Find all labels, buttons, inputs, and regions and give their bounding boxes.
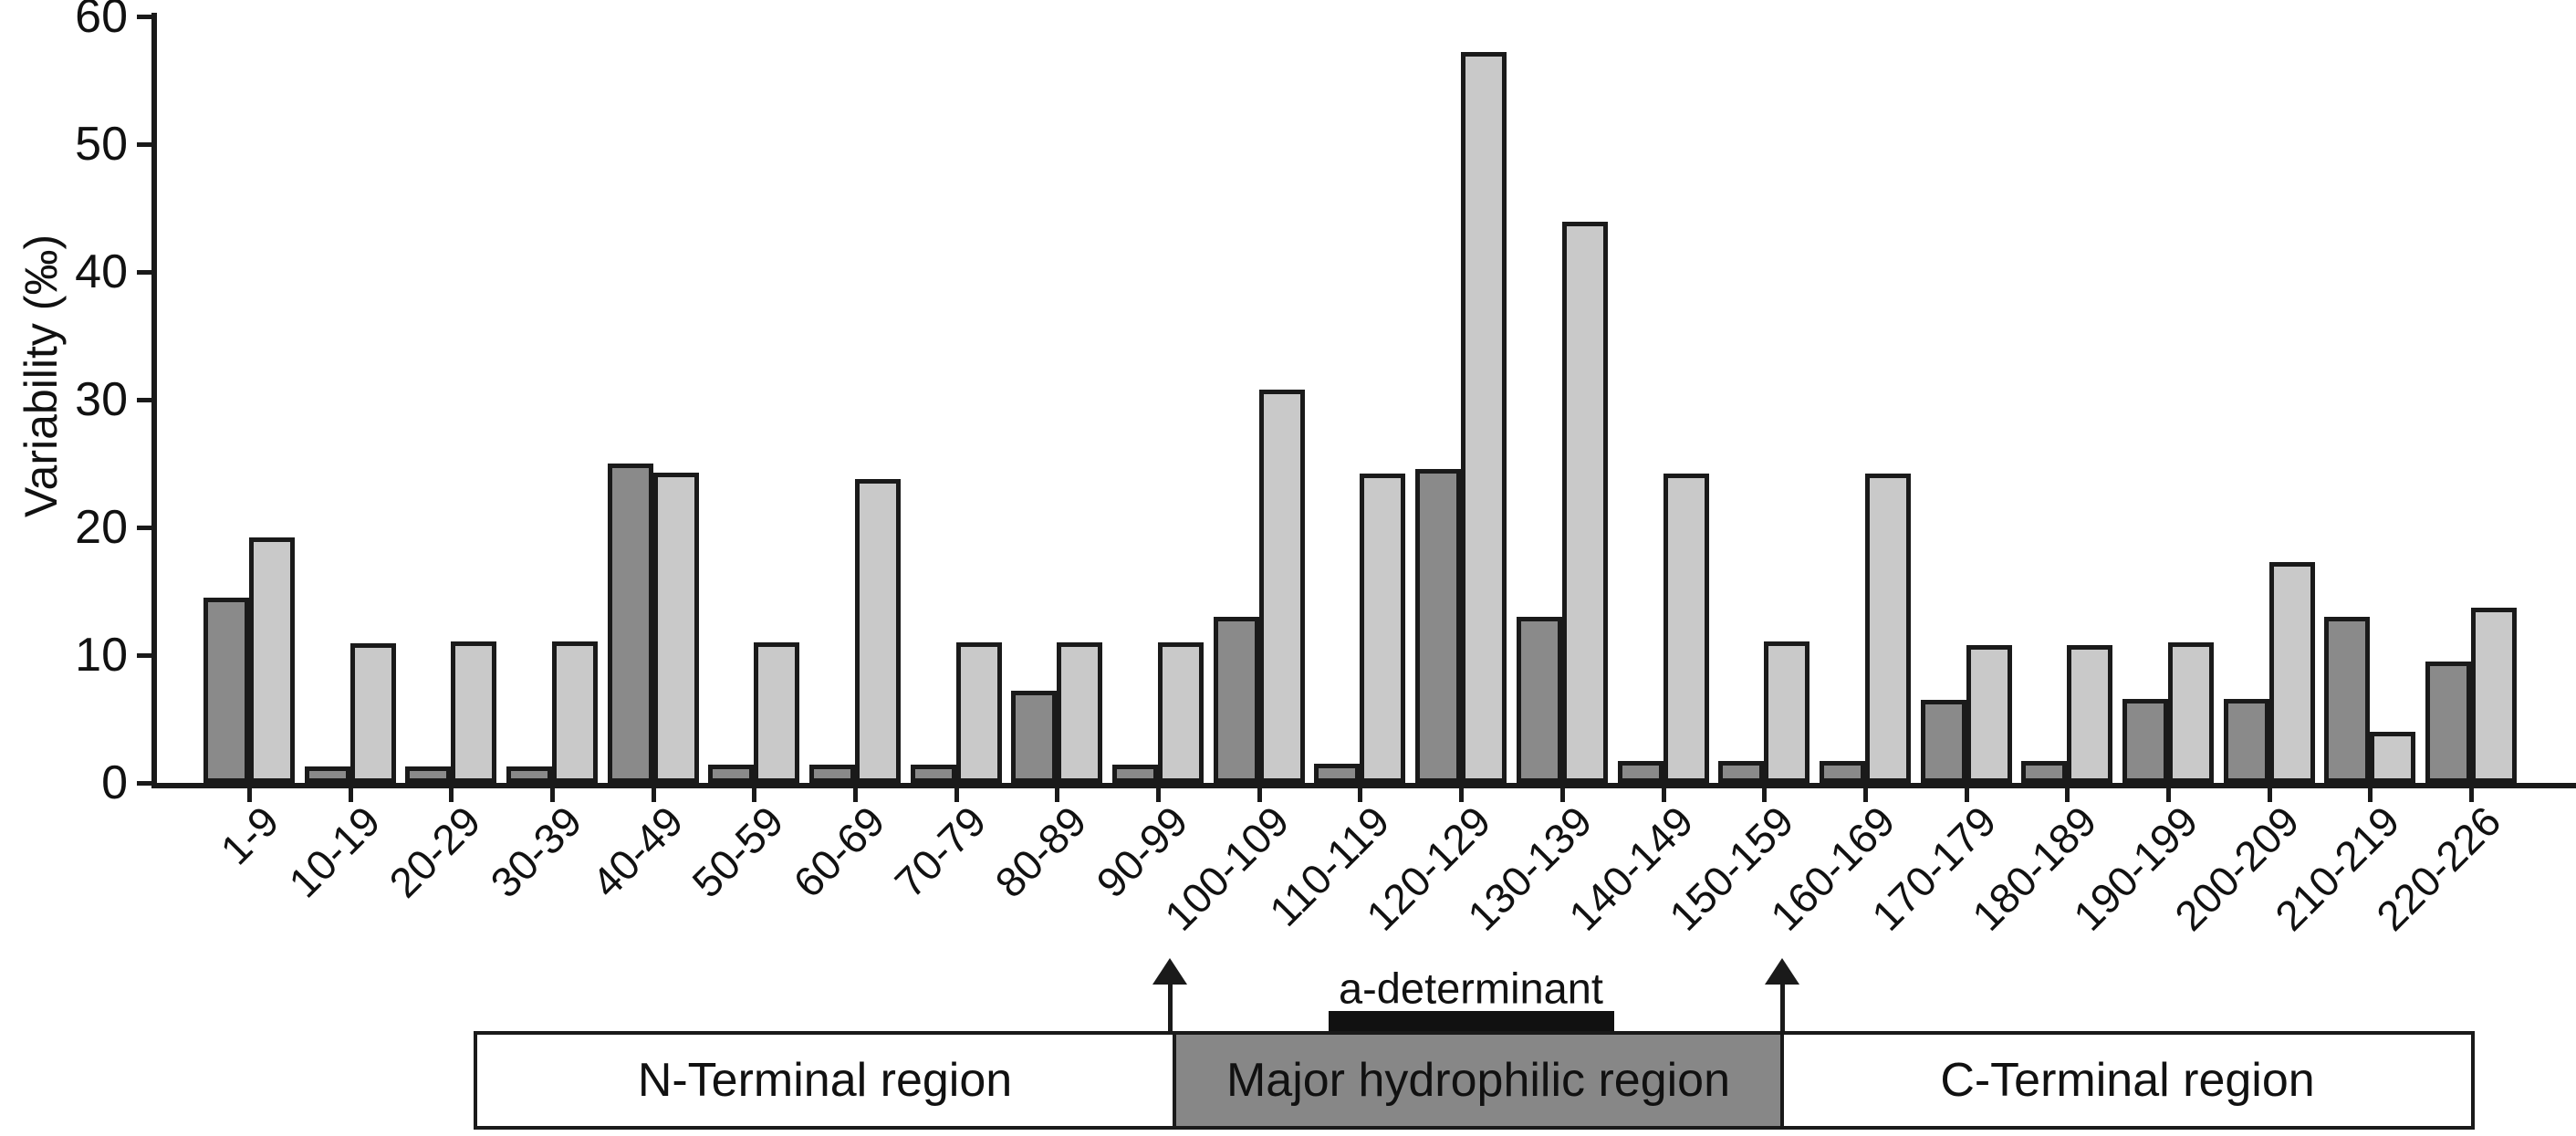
x-tick-180-189 (2065, 788, 2070, 802)
x-tick-170-179 (1965, 788, 1969, 802)
bar-dark-gray-180-189 (2021, 761, 2067, 783)
bar-light-gray-130-139 (1562, 222, 1608, 783)
x-tick-70-79 (954, 788, 959, 802)
bar-light-gray-90-99 (1158, 642, 1204, 783)
y-tick-50 (137, 142, 151, 147)
bar-dark-gray-60-69 (809, 765, 855, 783)
x-axis-line (151, 783, 2576, 788)
x-tick-130-139 (1560, 788, 1565, 802)
bar-light-gray-150-159 (1764, 641, 1809, 783)
x-tick-30-39 (550, 788, 555, 802)
right-arrow-line (1780, 983, 1785, 1032)
y-tick-0 (137, 781, 151, 786)
x-tick-1-9 (247, 788, 252, 802)
region-box-n-terminal: N-Terminal region (474, 1031, 1176, 1130)
a-determinant-label: a-determinant (1339, 964, 1603, 1013)
x-tick-120-129 (1459, 788, 1464, 802)
x-tick-220-226 (2469, 788, 2474, 802)
region-box-major-hydrophilic: Major hydrophilic region (1173, 1031, 1784, 1130)
region-box-c-terminal: C-Terminal region (1780, 1031, 2475, 1130)
bar-light-gray-100-109 (1259, 390, 1305, 783)
bar-light-gray-60-69 (855, 479, 901, 783)
bar-dark-gray-10-19 (305, 766, 350, 783)
x-tick-20-29 (449, 788, 454, 802)
x-tick-60-69 (853, 788, 858, 802)
y-axis-line (151, 13, 157, 788)
y-tick-label-20: 20 (75, 501, 128, 554)
y-tick-10 (137, 653, 151, 658)
y-tick-20 (137, 526, 151, 530)
bar-dark-gray-90-99 (1112, 765, 1158, 783)
region-label-c-terminal: C-Terminal region (1940, 1054, 2315, 1107)
y-tick-label-50: 50 (75, 118, 128, 171)
bar-dark-gray-170-179 (1921, 700, 1966, 783)
bar-light-gray-200-209 (2269, 562, 2315, 783)
x-tick-90-99 (1156, 788, 1161, 802)
bar-dark-gray-210-219 (2324, 617, 2370, 783)
bar-light-gray-140-149 (1663, 474, 1709, 783)
bar-dark-gray-160-169 (1820, 761, 1865, 783)
bar-light-gray-1-9 (249, 537, 295, 783)
bar-light-gray-220-226 (2471, 608, 2517, 783)
bar-dark-gray-30-39 (506, 766, 552, 783)
bar-dark-gray-130-139 (1517, 617, 1562, 783)
bar-light-gray-80-89 (1057, 642, 1102, 783)
bar-light-gray-210-219 (2370, 732, 2415, 783)
bar-light-gray-70-79 (956, 642, 1002, 783)
x-tick-110-119 (1358, 788, 1362, 802)
bar-dark-gray-20-29 (405, 766, 451, 783)
bar-dark-gray-140-149 (1618, 761, 1663, 783)
bar-light-gray-30-39 (552, 641, 598, 783)
bar-dark-gray-40-49 (608, 464, 653, 783)
bar-light-gray-10-19 (350, 643, 396, 783)
bar-dark-gray-200-209 (2224, 699, 2269, 783)
bar-light-gray-180-189 (2067, 645, 2112, 783)
x-tick-10-19 (349, 788, 353, 802)
bar-dark-gray-100-109 (1214, 617, 1259, 783)
bar-light-gray-50-59 (754, 642, 799, 783)
x-tick-210-219 (2368, 788, 2373, 802)
x-tick-140-149 (1662, 788, 1666, 802)
x-tick-40-49 (652, 788, 656, 802)
y-tick-60 (137, 15, 151, 19)
region-label-n-terminal: N-Terminal region (637, 1054, 1013, 1107)
bar-dark-gray-70-79 (911, 765, 956, 783)
bar-light-gray-40-49 (653, 473, 699, 783)
x-tick-50-59 (752, 788, 756, 802)
bar-light-gray-190-199 (2168, 642, 2214, 783)
y-tick-label-10: 10 (75, 629, 128, 682)
y-tick-label-60: 60 (75, 0, 128, 43)
x-tick-80-89 (1055, 788, 1059, 802)
x-tick-190-199 (2166, 788, 2171, 802)
bar-dark-gray-110-119 (1314, 764, 1360, 783)
y-tick-label-40: 40 (75, 245, 128, 298)
bar-dark-gray-120-129 (1415, 469, 1461, 783)
region-label-major-hydrophilic: Major hydrophilic region (1225, 1054, 1731, 1107)
a-determinant-marker-bar (1329, 1011, 1614, 1033)
bar-light-gray-170-179 (1966, 645, 2012, 783)
y-tick-40 (137, 270, 151, 275)
bar-light-gray-20-29 (451, 641, 496, 783)
bar-light-gray-120-129 (1461, 52, 1507, 783)
x-tick-160-169 (1863, 788, 1868, 802)
y-tick-label-30: 30 (75, 373, 128, 426)
bar-light-gray-160-169 (1865, 474, 1911, 783)
x-tick-150-159 (1762, 788, 1767, 802)
bar-dark-gray-1-9 (203, 598, 249, 783)
left-arrow-icon (1152, 958, 1187, 985)
y-tick-label-0: 0 (101, 756, 128, 809)
bar-dark-gray-190-199 (2122, 699, 2168, 783)
x-tick-100-109 (1257, 788, 1262, 802)
bar-dark-gray-150-159 (1718, 761, 1764, 783)
x-tick-200-209 (2268, 788, 2272, 802)
bar-dark-gray-80-89 (1011, 691, 1057, 783)
bar-dark-gray-220-226 (2425, 662, 2471, 783)
right-arrow-icon (1765, 958, 1799, 985)
left-arrow-line (1168, 983, 1173, 1032)
y-tick-30 (137, 398, 151, 402)
bar-light-gray-110-119 (1360, 474, 1405, 783)
bar-dark-gray-50-59 (708, 765, 754, 783)
